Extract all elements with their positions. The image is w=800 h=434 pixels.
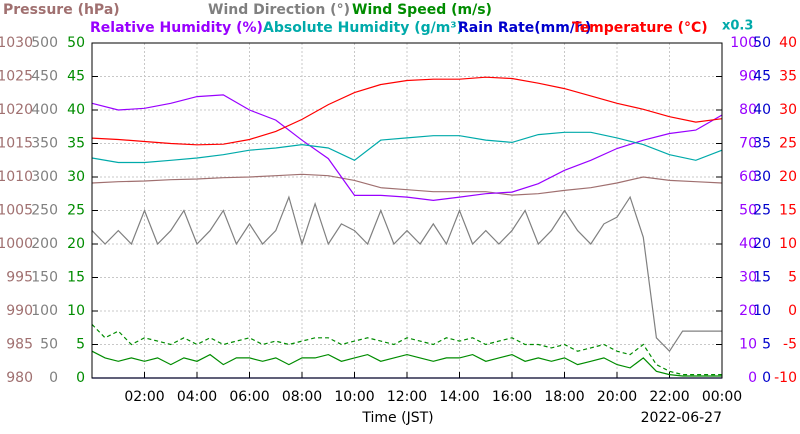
- y-tick-label: 30: [67, 169, 85, 185]
- x-tick-label: 04:00: [177, 389, 217, 405]
- y-tick-label: 500: [31, 35, 58, 51]
- legend-label: Wind Speed (m/s): [352, 2, 492, 18]
- y-tick-label: 980: [6, 370, 33, 386]
- y-tick-label: 15: [753, 270, 771, 286]
- y-tick-label: 100: [730, 35, 757, 51]
- x-tick-label: 20:00: [597, 389, 637, 405]
- y-tick-label: 15: [67, 270, 85, 286]
- y-tick-label: 5: [76, 337, 85, 353]
- y-tick-label: 35: [779, 69, 797, 85]
- y-tick-label: 20: [779, 169, 797, 185]
- y-tick-label: 990: [6, 303, 33, 319]
- y-tick-label: 20: [753, 236, 771, 252]
- y-tick-label: 20: [67, 236, 85, 252]
- x-tick-label: 16:00: [492, 389, 532, 405]
- y-tick-label: 1020: [0, 102, 33, 118]
- y-tick-label: 80: [739, 102, 757, 118]
- x-tick-label: 02:00: [124, 389, 164, 405]
- y-tick-label: -10: [774, 370, 797, 386]
- scale-note: x0.3: [722, 19, 753, 34]
- y-tick-label: 40: [779, 35, 797, 51]
- y-tick-label: 200: [31, 236, 58, 252]
- y-tick-label: 25: [67, 203, 85, 219]
- legend-label: Pressure (hPa): [3, 2, 120, 18]
- series-line: [91, 94, 723, 202]
- y-tick-label: -5: [783, 337, 797, 353]
- y-tick-label: 40: [67, 102, 85, 118]
- y-tick-label: 15: [779, 203, 797, 219]
- series-line: [91, 195, 722, 353]
- y-tick-label: 35: [753, 136, 771, 152]
- y-tick-label: 10: [779, 236, 797, 252]
- series-line: [91, 173, 723, 196]
- y-tick-label: 30: [739, 270, 757, 286]
- legend-label: Rain Rate(mm/h): [458, 20, 591, 36]
- y-tick-label: 0: [76, 370, 85, 386]
- y-tick-label: 60: [739, 169, 757, 185]
- y-tick-label: 400: [31, 102, 58, 118]
- y-tick-label: 300: [31, 169, 58, 185]
- y-tick-label: 40: [739, 236, 757, 252]
- x-tick-label: 00:00: [702, 389, 742, 405]
- y-tick-label: 350: [31, 136, 58, 152]
- y-tick-label: 450: [31, 69, 58, 85]
- x-tick-label: 08:00: [282, 389, 322, 405]
- y-tick-label: 985: [6, 337, 33, 353]
- series-line: [91, 350, 722, 377]
- y-tick-label: 50: [753, 35, 771, 51]
- y-tick-label: 25: [779, 136, 797, 152]
- y-tick-label: 50: [40, 337, 58, 353]
- legend-label: Wind Direction (°): [208, 2, 350, 18]
- series-line: [91, 76, 723, 146]
- y-tick-label: 1025: [0, 69, 33, 85]
- date-label: 2022-06-27: [641, 410, 722, 426]
- y-tick-label: 70: [739, 136, 757, 152]
- y-tick-label: 20: [739, 303, 757, 319]
- y-tick-label: 1000: [0, 236, 33, 252]
- y-tick-label: 45: [67, 69, 85, 85]
- y-tick-label: 1005: [0, 203, 33, 219]
- x-axis-label: Time (JST): [361, 410, 433, 426]
- y-tick-label: 40: [753, 102, 771, 118]
- y-tick-label: 5: [762, 337, 771, 353]
- y-tick-label: 0: [788, 303, 797, 319]
- y-tick-label: 45: [753, 69, 771, 85]
- y-tick-label: 0: [748, 370, 757, 386]
- y-tick-label: 0: [762, 370, 771, 386]
- y-tick-label: 1010: [0, 169, 33, 185]
- y-tick-label: 995: [6, 270, 33, 286]
- y-tick-label: 0: [49, 370, 58, 386]
- y-tick-label: 5: [788, 270, 797, 286]
- x-tick-label: 06:00: [229, 389, 269, 405]
- y-tick-label: 90: [739, 69, 757, 85]
- y-tick-label: 30: [753, 169, 771, 185]
- y-tick-label: 30: [779, 102, 797, 118]
- x-tick-label: 10:00: [334, 389, 374, 405]
- y-tick-label: 10: [753, 303, 771, 319]
- y-tick-label: 35: [67, 136, 85, 152]
- series-line: [91, 323, 722, 376]
- x-tick-label: 12:00: [387, 389, 427, 405]
- y-tick-label: 1015: [0, 136, 33, 152]
- y-tick-label: 1030: [0, 35, 33, 51]
- y-tick-label: 250: [31, 203, 58, 219]
- y-tick-label: 10: [67, 303, 85, 319]
- x-tick-label: 14:00: [439, 389, 479, 405]
- legend-label: Relative Humidity (%): [90, 20, 263, 36]
- x-tick-label: 18:00: [544, 389, 584, 405]
- y-tick-label: 25: [753, 203, 771, 219]
- series-line: [91, 131, 723, 164]
- x-tick-label: 22:00: [649, 389, 689, 405]
- y-tick-label: 50: [739, 203, 757, 219]
- y-tick-label: 100: [31, 303, 58, 319]
- y-tick-label: 150: [31, 270, 58, 286]
- legend-label: Temperature (°C): [572, 20, 708, 36]
- plot-frame: [91, 42, 723, 379]
- y-tick-label: 50: [67, 35, 85, 51]
- legend-label: Absolute Humidity (g/m³): [263, 20, 463, 36]
- y-tick-label: 10: [739, 337, 757, 353]
